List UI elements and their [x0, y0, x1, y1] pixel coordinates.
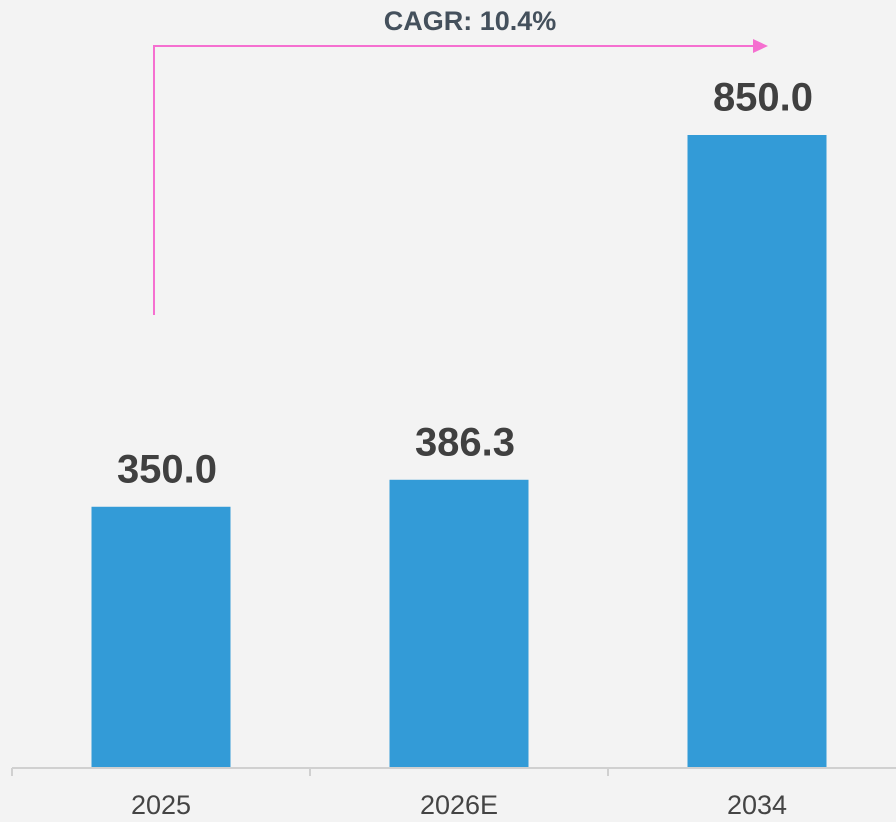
value-label: 386.3: [415, 420, 515, 464]
cagr-arrowhead: [753, 39, 768, 53]
bar: [91, 506, 231, 767]
bar: [389, 479, 529, 767]
value-label: 350.0: [117, 447, 217, 491]
value-label: 850.0: [713, 76, 813, 120]
x-tick-label: 2026E: [420, 790, 498, 820]
x-tick-label: 2025: [131, 790, 191, 820]
bar: [687, 135, 827, 767]
x-tick-label: 2034: [727, 790, 787, 820]
cagr-label: CAGR: 10.4%: [384, 6, 557, 36]
cagr-arrow: [153, 45, 755, 315]
